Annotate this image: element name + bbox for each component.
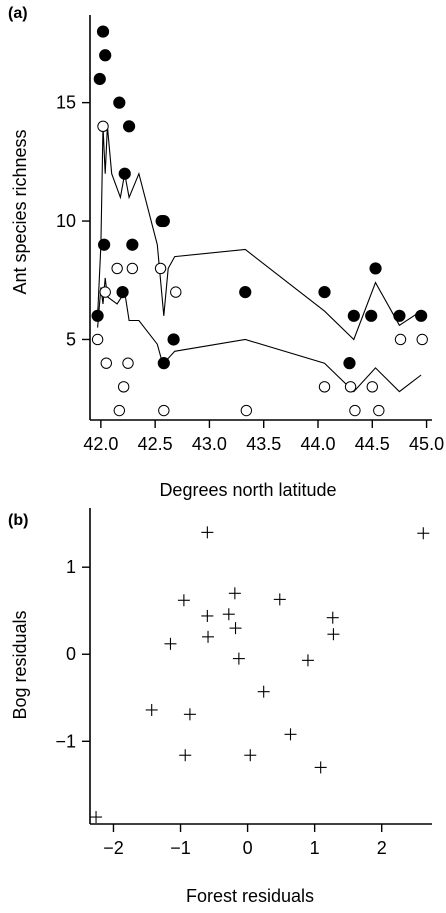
panel-a-x-axis-label: Degrees north latitude (159, 480, 336, 500)
filled-point (347, 309, 360, 322)
filled-point (157, 357, 170, 370)
open-point (158, 404, 170, 417)
filled-point (91, 309, 104, 322)
panel-b-label: (b) (8, 512, 28, 529)
panel-b-ticks: −2 −1 0 1 2 −1 0 1 (55, 557, 386, 858)
open-point (349, 404, 361, 417)
plus-point (417, 527, 430, 540)
filled-point (98, 238, 111, 251)
panel-b-x-axis-label: Forest residuals (186, 886, 314, 906)
open-point (122, 357, 134, 369)
x-tick-label: −1 (170, 838, 191, 858)
panel-a-label: (a) (8, 5, 28, 22)
panel-a-points (91, 25, 428, 417)
plus-point (202, 630, 215, 643)
open-point (373, 404, 385, 417)
panel-b-points (90, 526, 430, 824)
open-point (91, 333, 104, 346)
plus-point (164, 637, 177, 650)
open-point (117, 381, 130, 393)
plus-point (273, 593, 286, 606)
filled-point (369, 262, 382, 275)
plus-point (90, 811, 103, 824)
panel-a: (a) 42.0 42.5 43.0 43.5 44.0 44.5 45.0 5 10 15 De… (8, 5, 444, 500)
plus-point (284, 728, 297, 741)
x-tick-label: 42.5 (138, 434, 173, 454)
plus-point (232, 652, 245, 665)
series-line-lower (97, 277, 422, 393)
open-point (111, 262, 123, 275)
y-tick-label: −1 (55, 731, 76, 751)
plus-point (222, 608, 235, 621)
plus-point (314, 761, 327, 774)
open-point (394, 333, 407, 346)
panel-a-y-axis-label: Ant species richness (10, 129, 30, 294)
panel-b: (b) −2 −1 0 1 2 −1 0 1 Forest residuals Bog res… (8, 508, 432, 906)
x-tick-label: 0 (243, 838, 253, 858)
filled-point (99, 49, 112, 62)
plus-point (301, 654, 314, 667)
plus-point (257, 685, 270, 698)
open-point (170, 286, 182, 298)
filled-point (415, 309, 428, 322)
filled-point (122, 120, 136, 133)
plus-point (183, 708, 196, 721)
plus-point (229, 622, 242, 635)
plus-point (244, 749, 257, 762)
x-tick-label: 44.5 (355, 434, 390, 454)
open-point (99, 286, 111, 298)
filled-point (167, 333, 180, 346)
plus-point (201, 609, 214, 622)
filled-point (93, 72, 106, 86)
y-tick-label: 5 (66, 329, 76, 349)
open-point (97, 120, 109, 133)
x-tick-label: 43.5 (246, 434, 281, 454)
panel-a-ticks: 42.0 42.5 43.0 43.5 44.0 44.5 45.0 5 10 15 (56, 93, 444, 454)
y-tick-label: 0 (66, 644, 76, 664)
x-tick-label: 45.0 (409, 434, 444, 454)
y-tick-label: 1 (66, 557, 76, 577)
y-tick-label: 10 (56, 211, 76, 231)
plus-point (179, 749, 192, 762)
open-point (318, 381, 331, 393)
open-point (344, 381, 357, 393)
filled-point (126, 238, 139, 251)
filled-point (239, 286, 252, 299)
x-tick-label: 44.0 (300, 434, 335, 454)
plus-point (145, 703, 158, 716)
panel-a-lines (97, 126, 422, 393)
plus-point (327, 628, 340, 641)
open-point (240, 404, 253, 417)
x-tick-label: −2 (103, 838, 124, 858)
open-point (366, 381, 378, 393)
plus-point (228, 587, 241, 600)
open-point (126, 262, 139, 275)
filled-point (96, 25, 110, 38)
y-tick-label: 15 (56, 93, 76, 113)
plus-point (201, 526, 214, 539)
filled-point (343, 357, 356, 370)
filled-point (365, 309, 378, 322)
panel-b-y-axis-label: Bog residuals (10, 610, 30, 719)
x-tick-label: 1 (310, 838, 320, 858)
filled-point (157, 214, 170, 228)
filled-point (318, 286, 331, 299)
filled-point (113, 96, 126, 109)
series-line-upper (97, 126, 422, 341)
filled-point (116, 286, 129, 299)
filled-point (393, 309, 406, 322)
open-point (100, 357, 112, 369)
x-tick-label: 2 (377, 838, 387, 858)
open-point (416, 333, 428, 346)
open-point (113, 404, 126, 417)
plus-point (326, 611, 339, 624)
x-tick-label: 43.0 (192, 434, 227, 454)
plus-point (177, 594, 190, 607)
open-point (154, 262, 167, 275)
x-tick-label: 42.0 (83, 434, 118, 454)
filled-point (118, 167, 131, 180)
